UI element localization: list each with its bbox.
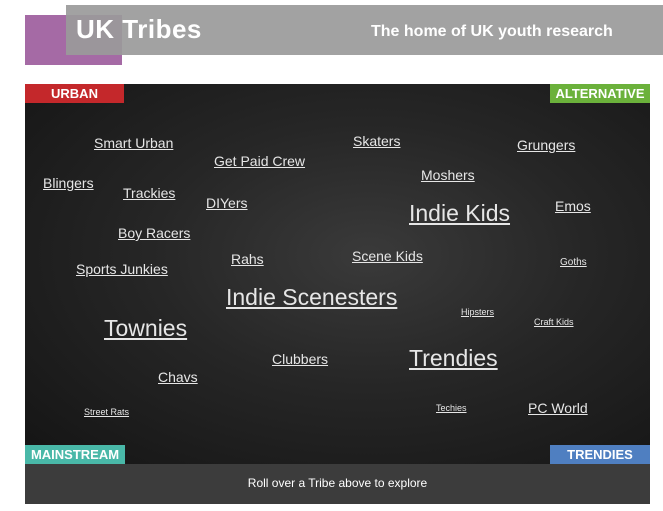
quadrant-label-alternative: ALTERNATIVE: [550, 84, 650, 103]
tribe-link-sports-junkies[interactable]: Sports Junkies: [76, 261, 168, 277]
tribe-link-rahs[interactable]: Rahs: [231, 251, 264, 267]
tribe-link-craft-kids[interactable]: Craft Kids: [534, 317, 574, 327]
tribe-link-pc-world[interactable]: PC World: [528, 400, 588, 416]
tribe-link-trackies[interactable]: Trackies: [123, 185, 176, 201]
tribe-link-emos[interactable]: Emos: [555, 198, 591, 214]
header-bar: [66, 5, 663, 55]
tribe-link-scene-kids[interactable]: Scene Kids: [352, 248, 423, 264]
tribe-link-goths[interactable]: Goths: [560, 257, 587, 268]
site-logo[interactable]: UK Tribes: [76, 14, 202, 44]
instruction-text: Roll over a Tribe above to explore: [247, 476, 428, 490]
tribe-link-grungers[interactable]: Grungers: [517, 137, 576, 153]
tribe-link-get-paid-crew[interactable]: Get Paid Crew: [214, 153, 306, 169]
tribe-link-indie-kids[interactable]: Indie Kids: [409, 200, 511, 226]
tribe-link-townies[interactable]: Townies: [104, 315, 188, 341]
instruction-bar: Roll over a Tribe above to explore: [25, 464, 650, 504]
tribe-link-moshers[interactable]: Moshers: [421, 167, 475, 183]
tribe-link-boy-racers[interactable]: Boy Racers: [118, 225, 191, 241]
site-tagline: The home of UK youth research: [371, 23, 613, 40]
tribe-link-blingers[interactable]: Blingers: [43, 175, 94, 191]
quadrant-label-trendies: TRENDIES: [550, 445, 650, 464]
tribe-link-street-rats[interactable]: Street Rats: [84, 407, 130, 417]
tribe-link-hipsters[interactable]: Hipsters: [461, 307, 495, 317]
tribe-link-diyers[interactable]: DIYers: [206, 195, 248, 211]
tribe-link-smart-urban[interactable]: Smart Urban: [94, 135, 174, 151]
tribe-link-skaters[interactable]: Skaters: [353, 133, 401, 149]
tribe-link-indie-scenesters[interactable]: Indie Scenesters: [226, 284, 398, 310]
tribe-link-techies[interactable]: Techies: [436, 403, 467, 413]
quadrant-label-urban: URBAN: [25, 84, 124, 103]
tribe-link-clubbers[interactable]: Clubbers: [272, 351, 329, 367]
tribe-link-trendies[interactable]: Trendies: [409, 345, 498, 371]
tribe-link-chavs[interactable]: Chavs: [158, 369, 198, 385]
tribes-map: [25, 84, 650, 464]
quadrant-label-mainstream: MAINSTREAM: [25, 445, 125, 464]
